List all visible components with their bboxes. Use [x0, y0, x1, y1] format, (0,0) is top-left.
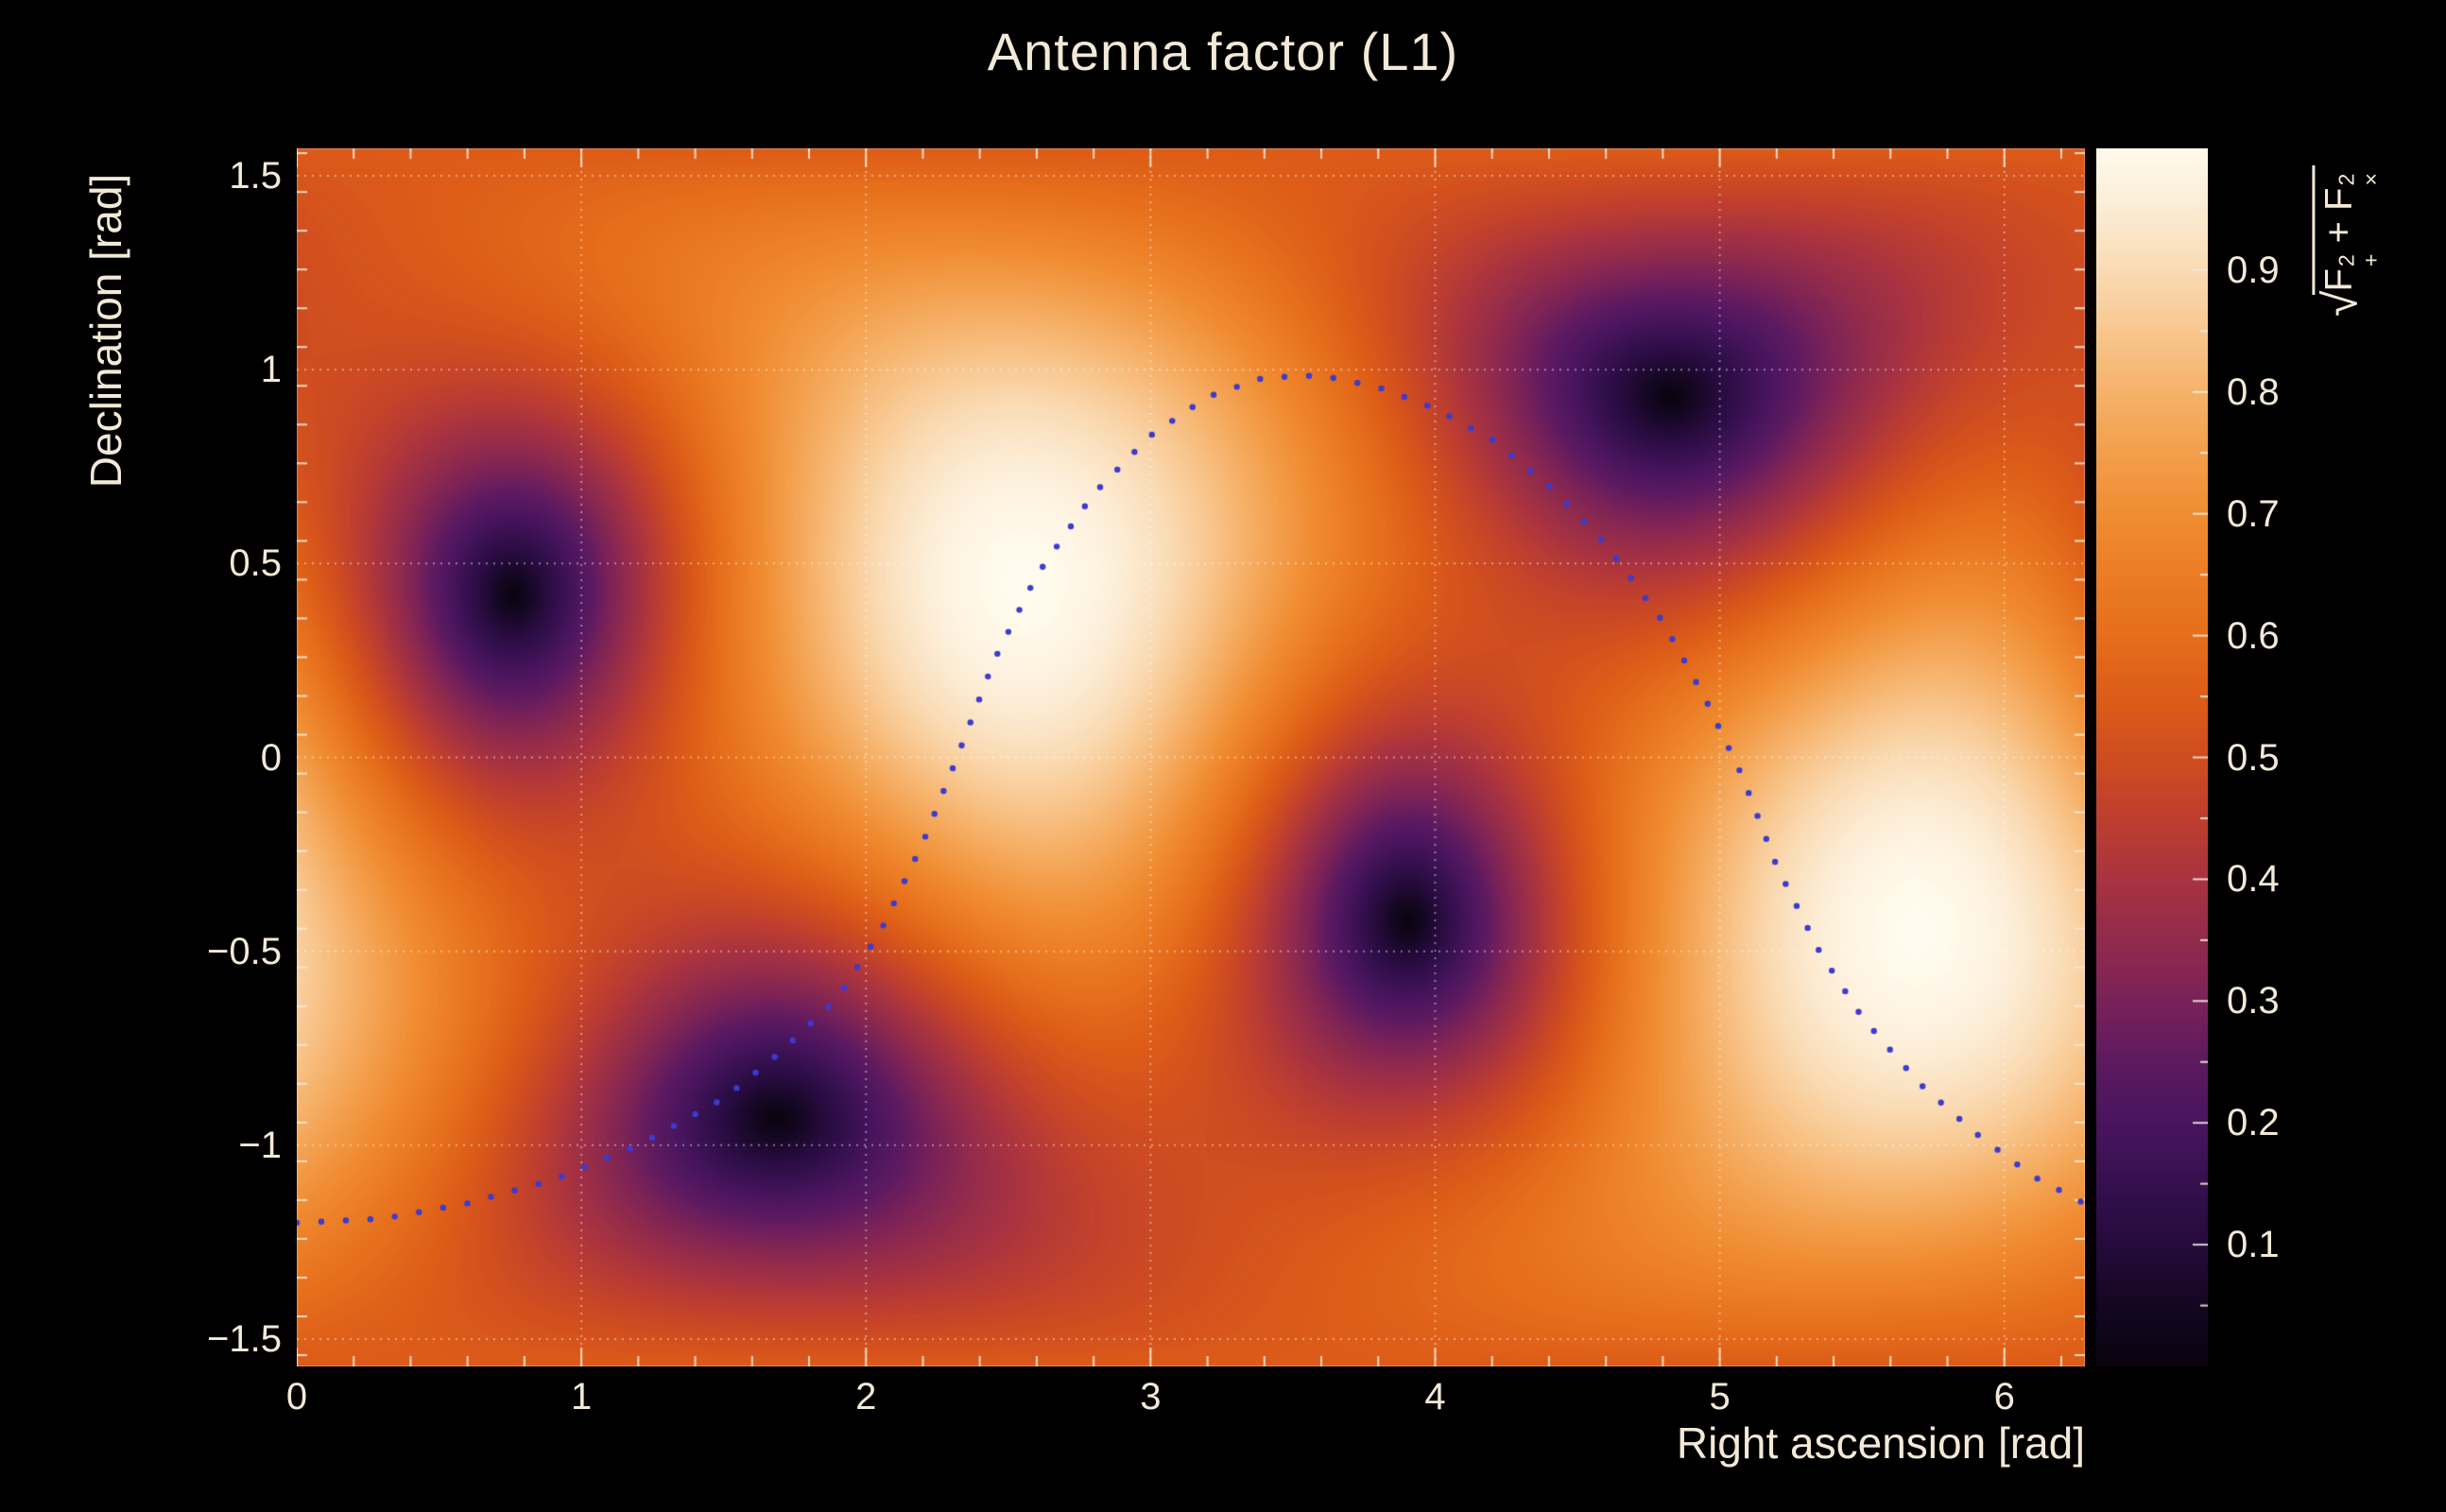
colorbar-tick-label: 0.9: [2227, 249, 2280, 291]
colorbar-tick-label: 0.5: [2227, 736, 2280, 779]
plus-sign: +: [2317, 210, 2360, 254]
y-tick-label: 0: [260, 736, 282, 779]
x-tick-label: 1: [570, 1376, 593, 1418]
sqrt-radicand: F 2 + + F 2 ×: [2312, 164, 2383, 295]
y-tick-label: 1: [260, 349, 282, 391]
plot-title: Antenna factor (L1): [987, 22, 1459, 81]
colorbar-tick-label: 0.4: [2227, 858, 2280, 901]
fplus-scripts: 2 +: [2334, 253, 2384, 267]
colorbar-tick-label: 0.8: [2227, 370, 2280, 413]
y-axis-title: Declination [rad]: [81, 173, 130, 489]
fcross-superscript: 2: [2334, 173, 2359, 186]
y-tick-label: 0.5: [229, 542, 282, 585]
fcross-base: F: [2317, 187, 2360, 211]
x-tick-label: 2: [855, 1376, 877, 1418]
y-tick-label: −1: [238, 1124, 282, 1166]
colorbar-tick-label: 0.3: [2227, 980, 2280, 1022]
x-tick-label: 5: [1709, 1376, 1731, 1418]
fplus-superscript: 2: [2334, 254, 2359, 267]
colorbar-title: √F 2 + + F 2 ×: [2312, 164, 2383, 317]
colorbar-tick-label: 0.7: [2227, 492, 2280, 535]
x-axis-title: Right ascension [rad]: [1676, 1418, 2085, 1468]
y-tick-label: −1.5: [207, 1317, 282, 1360]
x-tick-label: 3: [1140, 1376, 1162, 1418]
y-tick-label: 1.5: [229, 155, 282, 198]
fplus-subscript: +: [2358, 253, 2384, 267]
x-tick-label: 6: [1993, 1376, 2015, 1418]
colorbar-canvas: [2096, 148, 2208, 1366]
y-tick-label: −0.5: [207, 930, 282, 972]
colorbar-tick-label: 0.1: [2227, 1224, 2280, 1266]
x-tick-label: 0: [285, 1376, 308, 1418]
fplus-base: F: [2317, 268, 2360, 292]
fcross-scripts: 2 ×: [2334, 172, 2384, 186]
colorbar-tick-label: 0.2: [2227, 1102, 2280, 1144]
plot-overlay-canvas: [297, 148, 2085, 1366]
colorbar-tick-label: 0.6: [2227, 614, 2280, 657]
fcross-subscript: ×: [2358, 172, 2384, 186]
x-tick-label: 4: [1424, 1376, 1446, 1418]
